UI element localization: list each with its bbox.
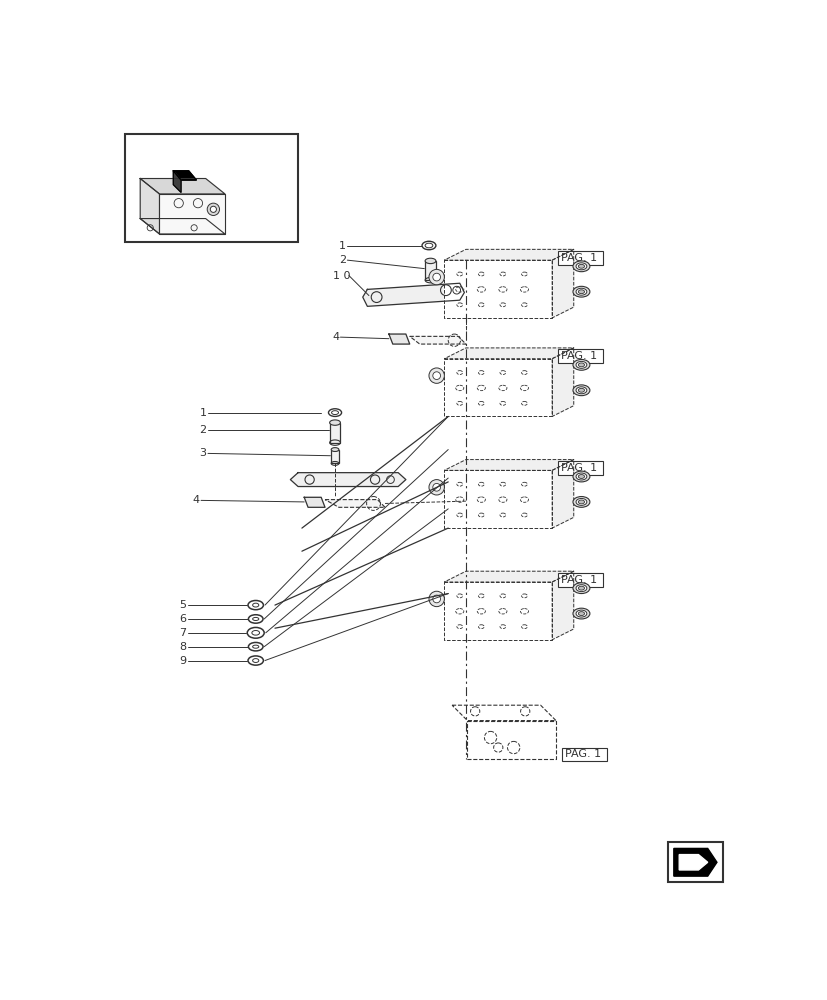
Ellipse shape — [572, 261, 589, 272]
Ellipse shape — [577, 264, 584, 268]
Polygon shape — [552, 571, 573, 640]
Text: 1 0: 1 0 — [333, 271, 351, 281]
Polygon shape — [444, 582, 552, 640]
Text: PAG. 1: PAG. 1 — [561, 351, 597, 361]
Polygon shape — [467, 721, 556, 759]
Text: 4: 4 — [193, 495, 199, 505]
Polygon shape — [552, 348, 573, 416]
Ellipse shape — [577, 475, 584, 478]
Polygon shape — [140, 219, 225, 234]
Bar — [331, 450, 338, 463]
Circle shape — [428, 269, 444, 285]
Ellipse shape — [331, 448, 338, 451]
Text: PAG. 1: PAG. 1 — [561, 463, 597, 473]
Circle shape — [428, 368, 444, 383]
Text: 8: 8 — [179, 642, 186, 652]
Text: 7: 7 — [179, 628, 186, 638]
Text: 6: 6 — [179, 614, 186, 624]
Ellipse shape — [329, 420, 340, 425]
Ellipse shape — [576, 263, 586, 270]
Polygon shape — [444, 260, 552, 318]
Ellipse shape — [424, 258, 435, 264]
Polygon shape — [444, 359, 552, 416]
Polygon shape — [552, 460, 573, 528]
Text: 4: 4 — [332, 332, 339, 342]
Text: PAG. 1: PAG. 1 — [565, 749, 600, 759]
Text: PAG. 1: PAG. 1 — [561, 253, 597, 263]
Polygon shape — [673, 848, 716, 876]
Ellipse shape — [577, 290, 584, 294]
Text: 2: 2 — [338, 255, 346, 265]
Ellipse shape — [577, 500, 584, 504]
Polygon shape — [389, 334, 409, 344]
Text: 2: 2 — [199, 425, 207, 435]
Polygon shape — [678, 855, 707, 870]
Ellipse shape — [576, 610, 586, 617]
Bar — [562, 748, 606, 761]
Ellipse shape — [576, 387, 586, 394]
Polygon shape — [444, 249, 573, 260]
Polygon shape — [140, 179, 225, 194]
Circle shape — [433, 483, 440, 491]
Text: 1: 1 — [199, 408, 206, 418]
Text: 9: 9 — [179, 656, 186, 666]
Circle shape — [210, 206, 216, 212]
Ellipse shape — [576, 288, 586, 295]
Bar — [557, 573, 602, 587]
Polygon shape — [444, 460, 573, 470]
Text: 1: 1 — [338, 241, 346, 251]
Bar — [125, 134, 298, 242]
Polygon shape — [140, 179, 160, 234]
Ellipse shape — [576, 473, 586, 480]
Circle shape — [428, 591, 444, 607]
Polygon shape — [444, 348, 573, 359]
Ellipse shape — [576, 361, 586, 368]
Polygon shape — [304, 497, 325, 507]
Polygon shape — [160, 194, 225, 234]
Text: PAG. 1: PAG. 1 — [561, 575, 597, 585]
Ellipse shape — [572, 385, 589, 396]
Polygon shape — [173, 171, 181, 192]
Ellipse shape — [576, 585, 586, 592]
Ellipse shape — [577, 388, 584, 392]
Ellipse shape — [576, 498, 586, 505]
Ellipse shape — [577, 586, 584, 590]
Polygon shape — [409, 336, 466, 344]
Circle shape — [207, 203, 219, 215]
Polygon shape — [290, 473, 405, 487]
Polygon shape — [444, 571, 573, 582]
Polygon shape — [325, 500, 385, 507]
Circle shape — [433, 595, 440, 603]
Polygon shape — [173, 171, 196, 180]
Text: 5: 5 — [179, 600, 186, 610]
Ellipse shape — [572, 497, 589, 507]
Bar — [424, 261, 435, 280]
Bar — [557, 251, 602, 265]
Ellipse shape — [572, 471, 589, 482]
Polygon shape — [444, 470, 552, 528]
Ellipse shape — [577, 612, 584, 615]
Bar — [557, 461, 602, 475]
Polygon shape — [452, 705, 556, 721]
Ellipse shape — [572, 583, 589, 594]
Bar — [557, 349, 602, 363]
Polygon shape — [362, 283, 464, 306]
Circle shape — [433, 372, 440, 379]
Ellipse shape — [572, 608, 589, 619]
Ellipse shape — [572, 286, 589, 297]
Circle shape — [433, 273, 440, 281]
Circle shape — [428, 480, 444, 495]
Polygon shape — [552, 249, 573, 318]
Text: 3: 3 — [199, 448, 206, 458]
Ellipse shape — [572, 359, 589, 370]
Ellipse shape — [577, 363, 584, 367]
Bar — [329, 423, 340, 443]
Bar — [667, 842, 722, 882]
